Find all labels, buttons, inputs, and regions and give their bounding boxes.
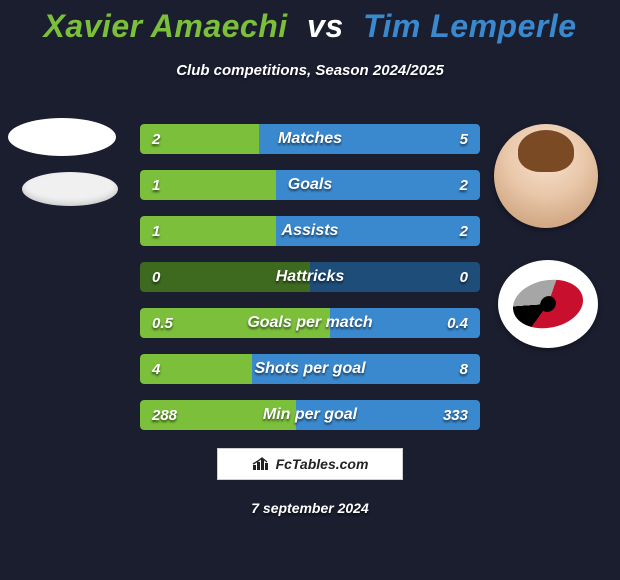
player1-name: Xavier Amaechi bbox=[43, 8, 287, 44]
stat-row: 12Goals bbox=[140, 170, 480, 200]
bars-icon bbox=[252, 457, 270, 471]
stat-label: Hattricks bbox=[140, 262, 480, 292]
brand-box: FcTables.com bbox=[217, 448, 403, 480]
vs-separator: vs bbox=[307, 8, 344, 44]
hurricane-logo-icon bbox=[513, 276, 583, 331]
stat-row: 288333Min per goal bbox=[140, 400, 480, 430]
player1-club-logo bbox=[22, 172, 118, 206]
brand-text: FcTables.com bbox=[276, 456, 369, 472]
stat-row: 0.50.4Goals per match bbox=[140, 308, 480, 338]
stat-label: Goals bbox=[140, 170, 480, 200]
stat-label: Matches bbox=[140, 124, 480, 154]
player1-avatar bbox=[8, 118, 116, 156]
subtitle: Club competitions, Season 2024/2025 bbox=[0, 62, 620, 79]
comparison-infographic: Xavier Amaechi vs Tim Lemperle Club comp… bbox=[0, 0, 620, 580]
stat-label: Min per goal bbox=[140, 400, 480, 430]
stat-label: Shots per goal bbox=[140, 354, 480, 384]
stat-label: Goals per match bbox=[140, 308, 480, 338]
stat-row: 25Matches bbox=[140, 124, 480, 154]
player2-club-logo bbox=[498, 260, 598, 348]
stat-row: 00Hattricks bbox=[140, 262, 480, 292]
stat-label: Assists bbox=[140, 216, 480, 246]
stat-row: 48Shots per goal bbox=[140, 354, 480, 384]
player2-name: Tim Lemperle bbox=[363, 8, 576, 44]
stat-row: 12Assists bbox=[140, 216, 480, 246]
player2-avatar bbox=[494, 124, 598, 228]
headline: Xavier Amaechi vs Tim Lemperle bbox=[0, 8, 620, 45]
stat-bars: 25Matches 12Goals 12Assists 00Hattricks 0.50… bbox=[140, 124, 480, 446]
footer-date: 7 september 2024 bbox=[0, 500, 620, 516]
